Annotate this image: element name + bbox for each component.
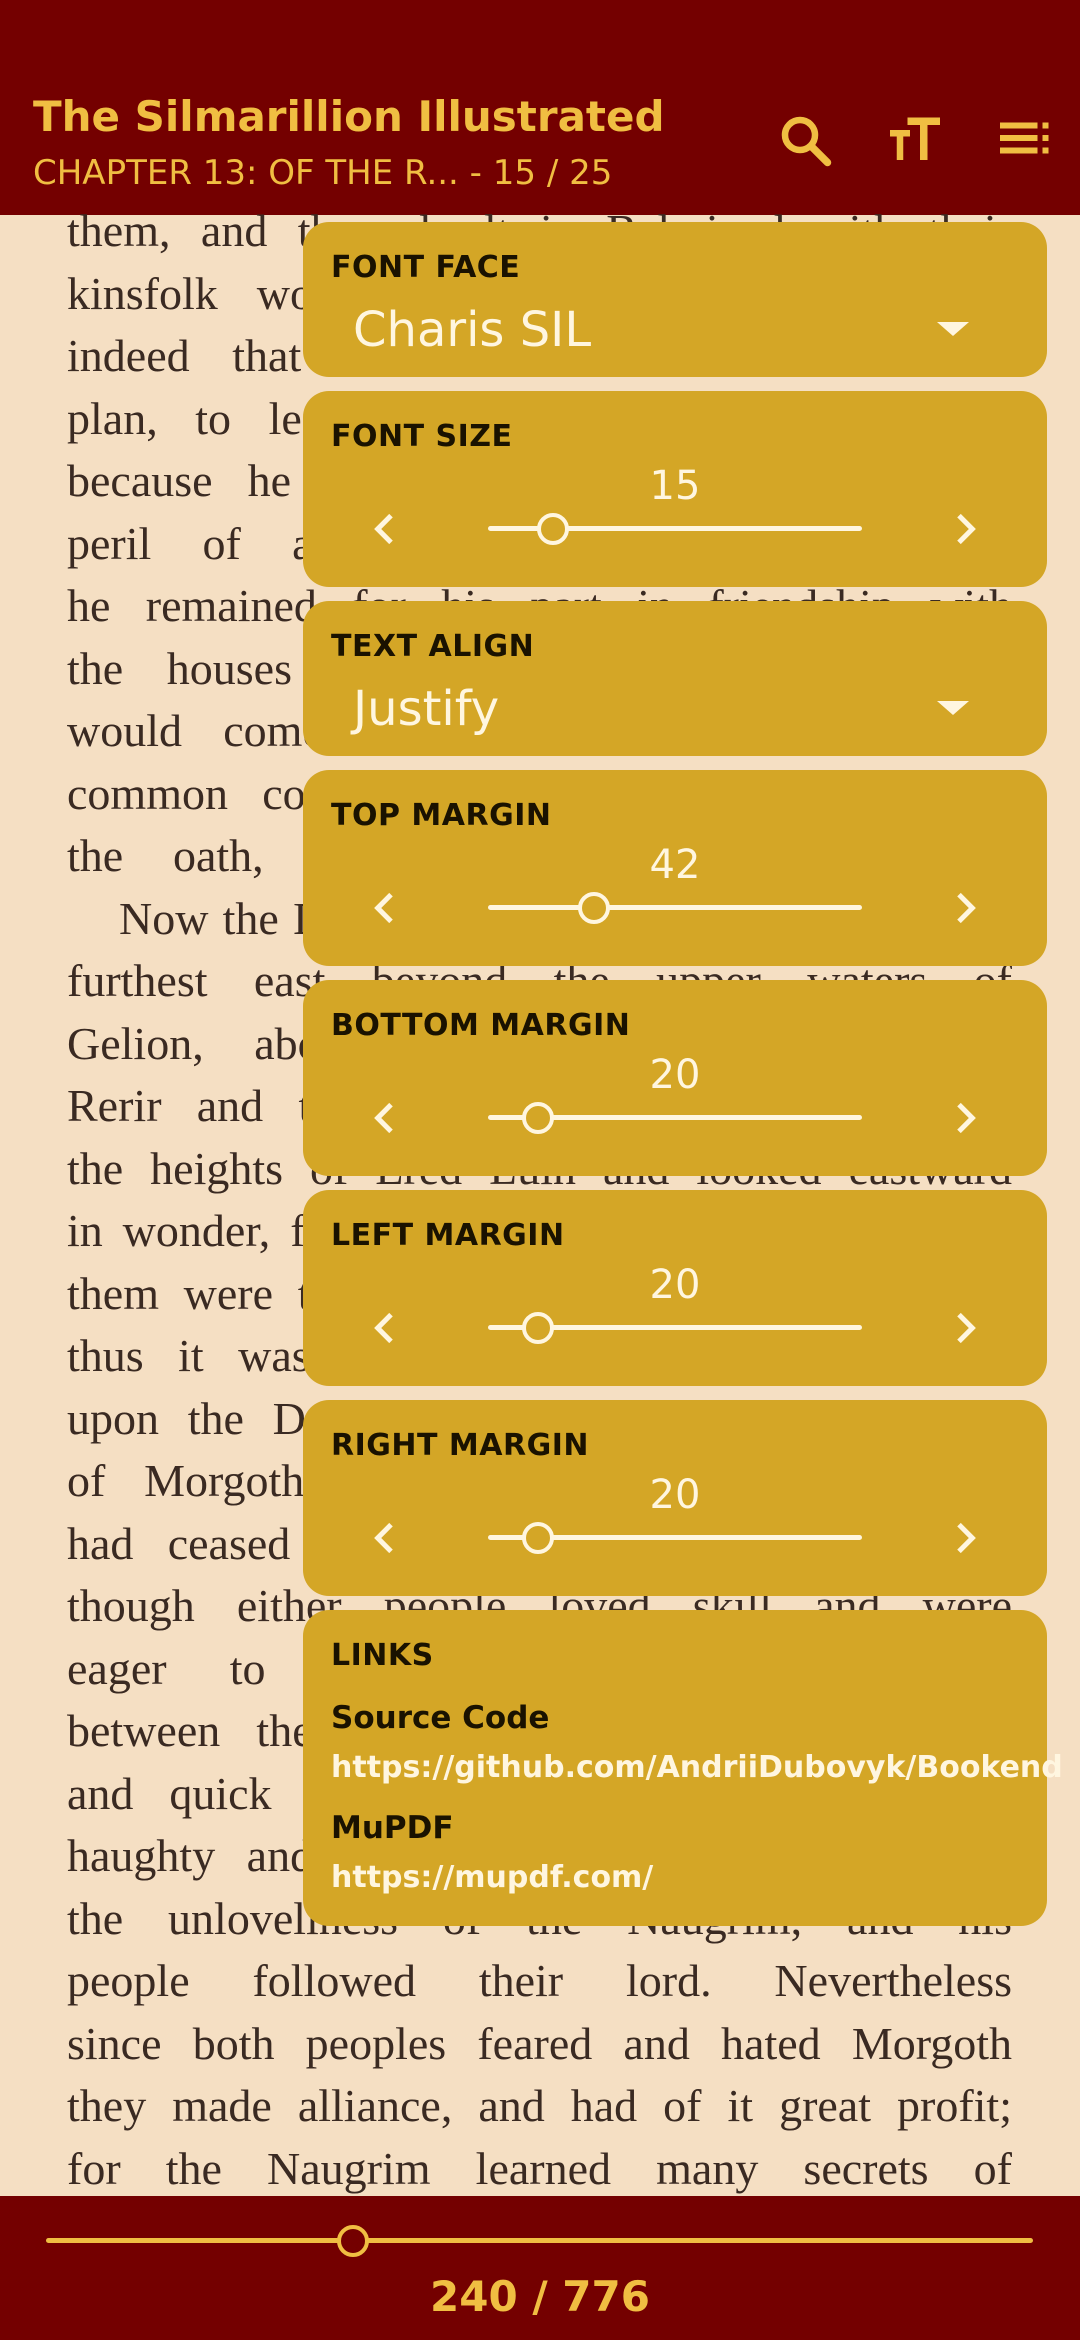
top-margin-value: 42 — [649, 842, 701, 888]
chevron-right-icon[interactable] — [944, 888, 984, 928]
top-margin-label: TOP MARGIN — [331, 798, 552, 833]
chevron-left-icon[interactable] — [366, 1308, 406, 1348]
slider-thumb[interactable] — [521, 1522, 554, 1554]
chapter-subtitle: CHAPTER 13: OF THE R... - 15 / 25 — [33, 153, 613, 193]
chevron-left-icon[interactable] — [366, 1098, 406, 1138]
bottom-margin-slider[interactable] — [488, 1102, 862, 1134]
font-size-slider[interactable] — [488, 513, 862, 545]
right-margin-value: 20 — [649, 1472, 701, 1518]
text-align-select[interactable]: Justify — [353, 681, 500, 737]
slider-thumb[interactable] — [521, 1312, 554, 1344]
slider-thumb[interactable] — [536, 513, 569, 545]
text-line: for the Naugrim learned many secrets of — [67, 2142, 1012, 2194]
chevron-left-icon[interactable] — [366, 888, 406, 928]
bottom-margin-label: BOTTOM MARGIN — [331, 1008, 631, 1043]
page-count: 240 / 776 — [430, 2272, 650, 2321]
text-line: they made alliance, and had of it great … — [67, 2080, 1012, 2131]
page-progress-thumb[interactable] — [336, 2225, 369, 2257]
right-margin-slider[interactable] — [488, 1522, 862, 1554]
left-margin-value: 20 — [649, 1262, 701, 1308]
chevron-right-icon[interactable] — [944, 509, 984, 549]
right-margin-card: RIGHT MARGIN 20 — [303, 1400, 1047, 1596]
chevron-left-icon[interactable] — [366, 1518, 406, 1558]
text-line: people followed their lord. Nevertheless — [67, 1955, 1012, 2006]
slider-thumb[interactable] — [521, 1102, 554, 1134]
bottom-margin-card: BOTTOM MARGIN 20 — [303, 980, 1047, 1176]
links-label: LINKS — [331, 1638, 434, 1673]
slider-thumb[interactable] — [577, 892, 610, 924]
book-title: The Silmarillion Illustrated — [33, 92, 665, 141]
left-margin-label: LEFT MARGIN — [331, 1218, 565, 1253]
font-face-select[interactable]: Charis SIL — [353, 302, 592, 358]
font-face-card: FONT FACE Charis SIL — [303, 222, 1047, 377]
bottom-margin-value: 20 — [649, 1052, 701, 1098]
app-bar: The Silmarillion Illustrated CHAPTER 13:… — [0, 0, 1080, 215]
chevron-right-icon[interactable] — [944, 1308, 984, 1348]
left-margin-slider[interactable] — [488, 1312, 862, 1344]
font-size-value: 15 — [649, 463, 701, 509]
search-icon[interactable] — [775, 110, 835, 170]
top-margin-slider[interactable] — [488, 892, 862, 924]
source-code-label: Source Code — [331, 1700, 550, 1736]
font-size-label: FONT SIZE — [331, 419, 513, 454]
left-margin-card: LEFT MARGIN 20 — [303, 1190, 1047, 1386]
text-line: since both peoples feared and hated Morg… — [67, 2017, 1012, 2069]
font-size-card: FONT SIZE 15 — [303, 391, 1047, 587]
font-face-label: FONT FACE — [331, 250, 521, 285]
chevron-right-icon[interactable] — [944, 1098, 984, 1138]
top-margin-card: TOP MARGIN 42 — [303, 770, 1047, 966]
chevron-right-icon[interactable] — [944, 1518, 984, 1558]
toc-icon[interactable] — [995, 110, 1055, 170]
text-align-card: TEXT ALIGN Justify — [303, 601, 1047, 756]
mupdf-link[interactable]: https://mupdf.com/ — [331, 1860, 654, 1895]
chevron-left-icon[interactable] — [366, 509, 406, 549]
bottom-bar: 240 / 776 — [0, 2196, 1080, 2340]
text-align-label: TEXT ALIGN — [331, 629, 535, 664]
mupdf-label: MuPDF — [331, 1810, 454, 1846]
source-code-link[interactable]: https://github.com/AndriiDubovyk/Bookend — [331, 1750, 1063, 1785]
page-progress-slider[interactable] — [46, 2225, 1033, 2257]
links-card: LINKS Source Code https://github.com/And… — [303, 1610, 1063, 1926]
text-size-icon[interactable] — [885, 110, 945, 170]
right-margin-label: RIGHT MARGIN — [331, 1428, 589, 1463]
dropdown-arrow-icon[interactable] — [937, 701, 969, 715]
dropdown-arrow-icon[interactable] — [937, 322, 969, 336]
